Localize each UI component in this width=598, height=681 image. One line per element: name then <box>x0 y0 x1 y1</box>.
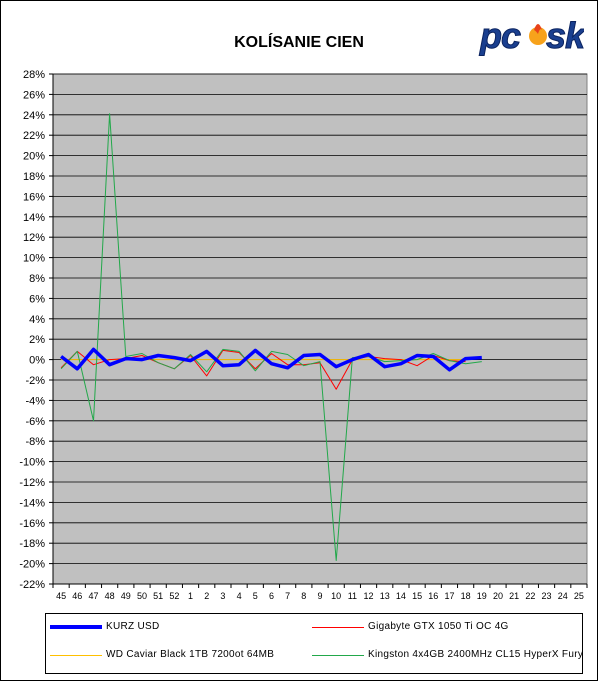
x-tick-label: 47 <box>88 591 98 601</box>
x-tick-label: 22 <box>525 591 535 601</box>
svg-text:pc: pc <box>479 15 521 56</box>
legend-swatch <box>312 655 364 656</box>
x-tick-label: 46 <box>72 591 82 601</box>
x-tick-label: 51 <box>153 591 163 601</box>
x-tick-label: 25 <box>574 591 584 601</box>
y-tick-label: 0% <box>29 355 45 367</box>
y-tick-label: -10% <box>19 457 45 469</box>
legend-swatch <box>50 625 102 629</box>
legend-label: KURZ USD <box>106 621 160 632</box>
x-tick-label: 16 <box>428 591 438 601</box>
x-tick-label: 7 <box>285 591 290 601</box>
y-tick-label: 18% <box>23 171 45 183</box>
y-tick-label: 20% <box>23 151 45 163</box>
y-tick-label: -6% <box>25 416 45 428</box>
chart-title: KOLÍSANIE CIEN <box>234 34 364 51</box>
y-tick-label: -22% <box>19 579 45 591</box>
x-tick-label: 45 <box>56 591 66 601</box>
y-tick-label: 26% <box>23 89 45 101</box>
x-tick-label: 48 <box>105 591 115 601</box>
x-tick-label: 18 <box>461 591 471 601</box>
legend-label: WD Caviar Black 1TB 7200ot 64MB <box>106 649 275 660</box>
y-tick-label: -16% <box>19 518 45 530</box>
x-tick-label: 8 <box>301 591 306 601</box>
y-tick-label: -14% <box>19 497 45 509</box>
y-tick-label: -4% <box>25 395 45 407</box>
svg-text:sk: sk <box>546 15 584 56</box>
x-tick-label: 49 <box>121 591 131 601</box>
x-tick-label: 3 <box>220 591 225 601</box>
y-tick-label: 8% <box>29 273 45 285</box>
y-tick-label: 6% <box>29 293 45 305</box>
y-tick-label: -12% <box>19 477 45 489</box>
y-tick-label: 22% <box>23 130 45 142</box>
legend-label: Gigabyte GTX 1050 Ti OC 4G <box>368 621 509 632</box>
x-tick-label: 14 <box>396 591 406 601</box>
x-tick-label: 5 <box>253 591 258 601</box>
x-tick-label: 13 <box>380 591 390 601</box>
y-tick-label: 12% <box>23 232 45 244</box>
series-line-0 <box>60 347 482 372</box>
y-tick-label: 16% <box>23 191 45 203</box>
x-tick-label: 50 <box>137 591 147 601</box>
x-tick-label: 21 <box>509 591 519 601</box>
y-tick-label: 28% <box>23 69 45 81</box>
x-tick-label: 20 <box>493 591 503 601</box>
x-tick-label: 10 <box>331 591 341 601</box>
pcsk-logo: pc sk <box>479 15 585 57</box>
y-tick-label: -8% <box>25 436 45 448</box>
y-tick-label: -18% <box>19 538 45 550</box>
y-tick-label: 14% <box>23 212 45 224</box>
x-tick-label: 15 <box>412 591 422 601</box>
x-tick-label: 11 <box>348 591 357 601</box>
legend-swatch <box>50 655 102 656</box>
x-tick-label: 4 <box>237 591 242 601</box>
y-tick-label: -2% <box>25 375 45 387</box>
y-tick-label: 2% <box>29 334 45 346</box>
y-tick-label: 24% <box>23 110 45 122</box>
x-tick-label: 17 <box>444 591 454 601</box>
plot-area <box>52 73 588 585</box>
x-tick-label: 1 <box>188 591 193 601</box>
x-tick-label: 52 <box>169 591 179 601</box>
x-tick-label: 19 <box>477 591 487 601</box>
y-tick-label: -20% <box>19 559 45 571</box>
x-tick-label: 24 <box>558 591 568 601</box>
y-tick-label: 10% <box>23 253 45 265</box>
y-tick-label: 4% <box>29 314 45 326</box>
x-tick-label: 23 <box>542 591 552 601</box>
x-tick-label: 12 <box>364 591 374 601</box>
chart-legend: KURZ USD Gigabyte GTX 1050 Ti OC 4G WD C… <box>45 613 583 674</box>
x-tick-label: 2 <box>204 591 209 601</box>
x-tick-label: 6 <box>269 591 274 601</box>
legend-label: Kingston 4x4GB 2400MHz CL15 HyperX Fury <box>368 649 584 660</box>
legend-swatch <box>312 627 364 628</box>
x-tick-label: 9 <box>317 591 322 601</box>
